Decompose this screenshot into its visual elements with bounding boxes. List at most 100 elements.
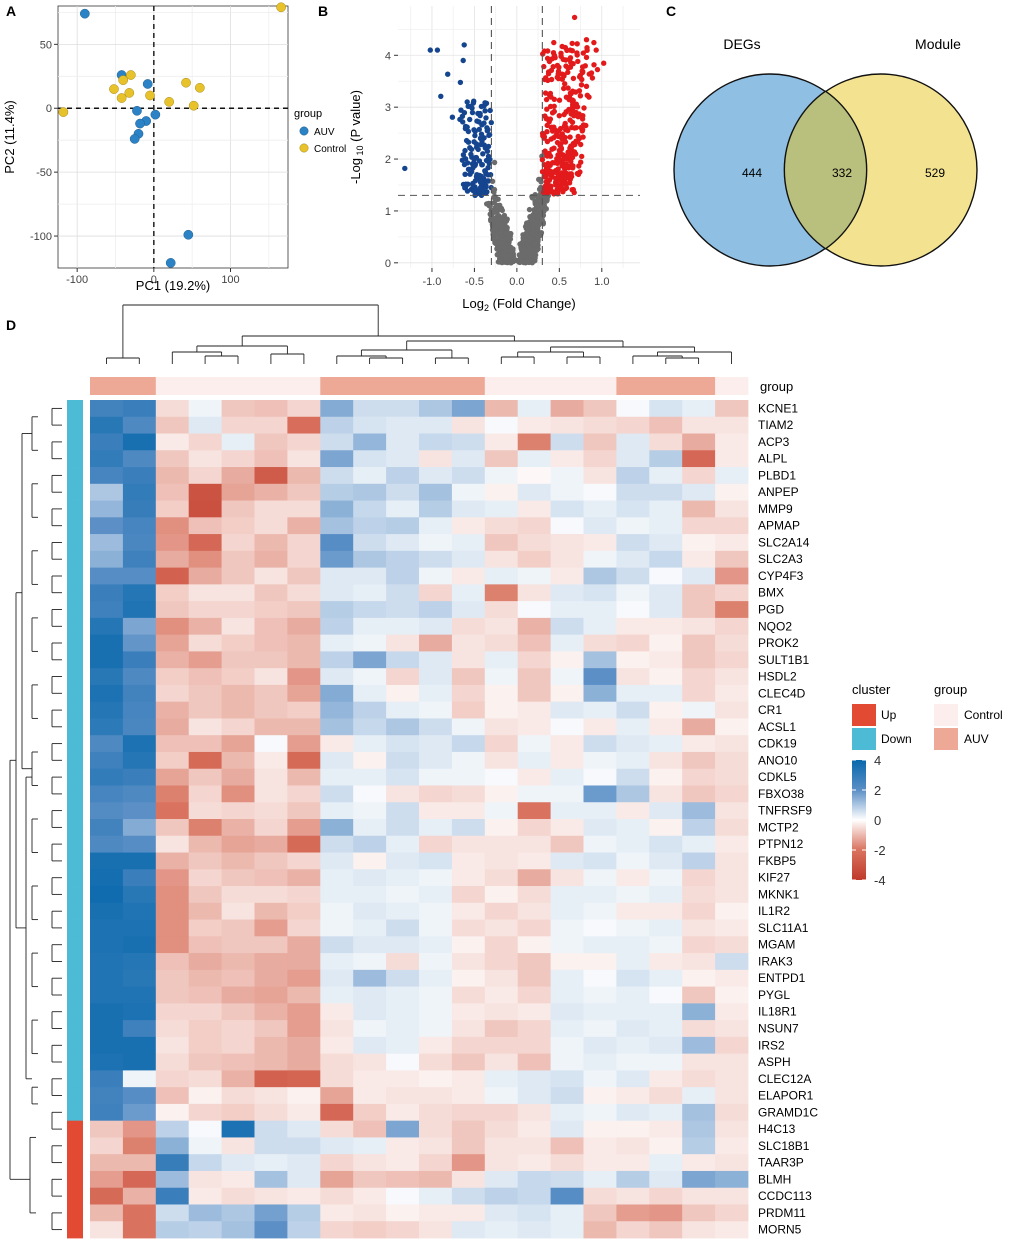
volcano-point-up [554,170,560,176]
heatmap-cell [287,986,321,1004]
heatmap-cell [616,919,650,937]
heatmap-cell [155,416,190,434]
heatmap-cell [484,1003,519,1021]
volcano-point-ns [487,203,493,209]
heatmap-cell [287,534,321,552]
heatmap-cell [616,1154,650,1172]
volcano-point-ns [518,258,524,264]
volcano-point-up [570,151,577,157]
heatmap-cell [419,1053,453,1071]
volcano-point-up [574,41,580,47]
cluster-annotation-cell [67,500,83,518]
heatmap-cell [715,735,749,753]
heatmap-cell [90,1221,124,1239]
heatmap-cell [320,1187,354,1205]
heatmap-cell [287,500,321,518]
volcano-point-up [580,50,586,56]
gene-label: CDKL5 [758,770,797,784]
heatmap-cell [221,986,255,1004]
heatmap-cell [320,400,354,418]
heatmap-cell [649,1120,683,1138]
heatmap-cell [451,919,486,937]
heatmap-cell [616,869,650,887]
heatmap-cell [188,500,222,518]
volcano-point-ns [528,231,534,237]
heatmap-cell [649,1154,683,1172]
heatmap-cell [386,819,420,837]
volcano-point-up [568,171,574,177]
heatmap-cell [320,852,354,870]
heatmap-cell [386,651,420,669]
heatmap-cell [320,534,354,552]
heatmap-cell [517,886,551,904]
heatmap-cell [419,1036,453,1055]
heatmap-cell [122,483,157,501]
heatmap-cell [550,1170,584,1189]
heatmap-cell [649,751,683,770]
heatmap-cell [517,1103,551,1122]
volcano-point-down [462,184,469,190]
group-legend-key-control [934,704,958,726]
heatmap-cell [682,835,716,853]
heatmap-cell [682,1070,716,1088]
heatmap-cell [649,852,683,870]
heatmap-cell [649,835,683,853]
cluster-annotation-cell [67,1120,83,1138]
venn-count-module-only: 529 [925,166,945,180]
volcano-point-up [544,55,551,62]
gene-label: KCNE1 [758,401,798,415]
heatmap-cell [320,1221,354,1239]
heatmap-cell [616,785,650,803]
heatmap-cell [451,986,486,1004]
volcano-point-down [487,107,493,114]
heatmap-cell [517,1020,551,1038]
heatmap-cell [649,701,683,719]
volcano-point-up [554,62,561,69]
heatmap-cell [188,1204,222,1222]
heatmap-cell [517,1204,551,1222]
heatmap-cell [320,1120,354,1138]
heatmap-cell [451,768,486,786]
heatmap-cell [188,433,222,451]
volcano-point-down [482,100,488,106]
heatmap-cell [419,651,453,669]
gene-label: PLBD1 [758,468,796,482]
heatmap-cell [90,852,124,870]
heatmap-cell [517,1120,551,1138]
heatmap-cell [188,785,222,803]
gene-label: TAAR3P [758,1156,804,1170]
heatmap-cell [451,852,486,870]
heatmap-cell [254,1170,288,1189]
heatmap-cell [451,1187,486,1205]
heatmap-cell [682,819,716,837]
volcano-point-up [569,119,576,126]
heatmap-cell [353,902,387,920]
volcano-point-up [564,47,570,54]
heatmap-cell [254,986,288,1004]
volcano-point-up [575,58,581,65]
heatmap-cell [221,1020,255,1038]
heatmap-cell [320,500,354,518]
heatmap-cell [484,400,519,418]
volcano-point-down [463,137,470,144]
heatmap-cell [287,969,321,987]
heatmap-cell [386,668,420,686]
group-annotation-cell [155,377,190,395]
heatmap-cell [550,584,584,602]
pca-point-auv [135,118,145,129]
heatmap-cell [550,902,584,920]
heatmap-cell [287,1120,321,1138]
heatmap-cell [188,1187,222,1205]
heatmap-cell [649,450,683,468]
volcano-point-up [560,174,566,180]
heatmap-cell [188,986,222,1004]
volcano-x-tick-label: -1.0 [422,276,441,288]
heatmap-cell [353,701,387,719]
heatmap-cell [90,986,124,1004]
gene-label: KIF27 [758,871,790,885]
volcano-x-tick-label: -0.5 [465,276,484,288]
heatmap-cell [550,500,584,518]
heatmap-cell [287,601,321,619]
heatmap-cell [649,768,683,786]
heatmap-cell [517,718,551,736]
